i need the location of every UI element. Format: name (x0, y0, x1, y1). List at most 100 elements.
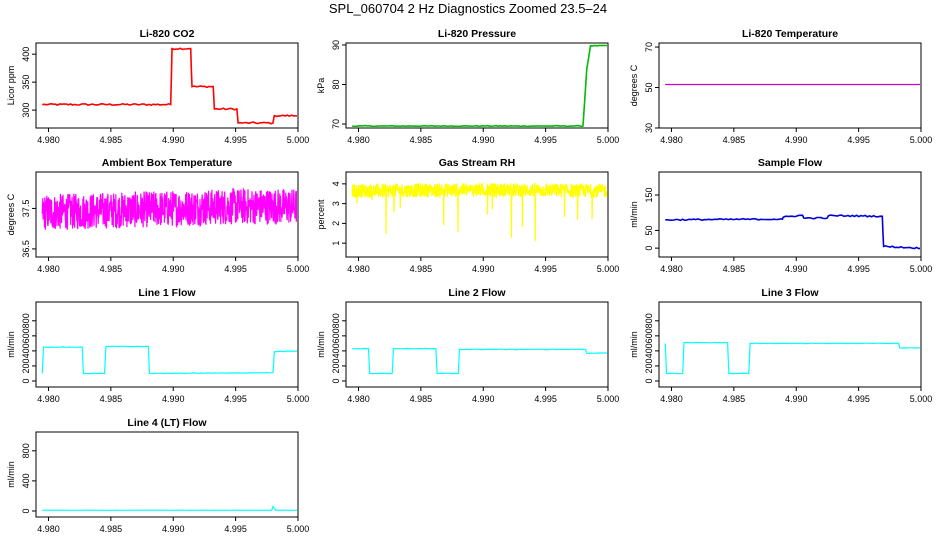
x-tick-label: 4.985 (410, 264, 433, 274)
chart-title: Line 3 Flow (761, 287, 819, 299)
y-tick-label: 0 (21, 378, 31, 383)
plot-frame (35, 42, 299, 129)
y-axis-label: degrees C (6, 193, 16, 235)
chart-8: Line 2 Flow 4.980 4.985 4.990 4.995 5.000 0 200… (316, 287, 619, 404)
y-tick-label: 30 (644, 123, 654, 133)
data-series-line (352, 347, 607, 375)
y-tick-label: 2 (331, 221, 341, 226)
y-tick-label: 0 (644, 378, 654, 383)
y-tick-label: 3 (331, 201, 341, 206)
y-axis-label: ml/min (629, 201, 639, 228)
y-axis-label: Licor ppm (6, 66, 16, 106)
x-tick-label: 4.995 (224, 264, 247, 274)
y-tick-label: 800 (21, 443, 31, 458)
x-tick-label: 4.980 (347, 264, 370, 274)
y-tick-label: 37.5 (21, 200, 31, 218)
chart-title: Li-820 Temperature (742, 28, 838, 40)
y-tick-label: 200 (21, 358, 31, 373)
y-tick-label: 70 (331, 119, 341, 129)
x-tick-label: 5.000 (910, 135, 933, 145)
plot-frame (658, 301, 922, 388)
x-tick-label: 4.980 (37, 394, 60, 404)
x-tick-label: 5.000 (597, 394, 620, 404)
plot-frame (345, 42, 609, 129)
x-tick-label: 4.980 (660, 264, 683, 274)
x-tick-label: 4.985 (100, 524, 123, 534)
data-series-line (41, 345, 297, 375)
y-tick-label: 0 (644, 246, 654, 251)
x-tick-label: 4.980 (660, 135, 683, 145)
x-tick-label: 4.995 (224, 394, 247, 404)
y-axis-label: ml/min (6, 331, 16, 358)
x-tick-label: 4.990 (162, 264, 185, 274)
x-tick-label: 5.000 (597, 264, 620, 274)
x-tick-label: 4.990 (472, 264, 495, 274)
x-tick-label: 4.985 (723, 394, 746, 404)
chart-4: Ambient Box Temperature 4.980 4.985 4.990 4.… (6, 157, 309, 274)
y-tick-label: 90 (331, 40, 341, 50)
y-tick-label: 200 (331, 358, 341, 373)
chart-title: Gas Stream RH (439, 157, 515, 169)
x-tick-label: 5.000 (287, 394, 310, 404)
x-tick-label: 4.980 (37, 135, 60, 145)
y-tick-label: 200 (644, 358, 654, 373)
y-tick-label: 400 (644, 343, 654, 358)
figure-title: SPL_060704 2 Hz Diagnostics Zoomed 23.5–… (328, 1, 608, 16)
y-axis-label: ml/min (6, 461, 16, 488)
x-tick-label: 4.995 (534, 135, 557, 145)
y-tick-label: 600 (644, 328, 654, 343)
data-series-line (664, 341, 920, 375)
data-series-line (351, 182, 607, 242)
x-tick-label: 4.980 (660, 394, 683, 404)
chart-2: Li-820 Pressure 4.980 4.985 4.990 4.995 5.000… (316, 28, 619, 145)
y-tick-label: 800 (331, 313, 341, 328)
y-tick-label: 400 (21, 473, 31, 488)
x-tick-label: 4.995 (534, 394, 557, 404)
x-tick-label: 4.995 (847, 394, 870, 404)
x-tick-label: 4.980 (37, 524, 60, 534)
plot-frame (35, 171, 299, 258)
y-tick-label: 300 (21, 103, 31, 118)
x-tick-label: 4.990 (162, 394, 185, 404)
x-tick-label: 4.995 (224, 135, 247, 145)
y-tick-label: 150 (644, 188, 654, 203)
data-series-line (665, 214, 920, 250)
y-tick-label: 400 (21, 343, 31, 358)
x-tick-label: 4.990 (162, 135, 185, 145)
x-tick-label: 5.000 (910, 394, 933, 404)
chart-title: Li-820 CO2 (140, 28, 195, 40)
y-tick-label: 50 (644, 83, 654, 93)
plot-frame (658, 171, 922, 258)
chart-title: Line 1 Flow (138, 287, 196, 299)
chart-1: Li-820 CO2 4.980 4.985 4.990 4.995 5.000 300 35… (6, 28, 309, 145)
y-axis-label: ml/min (316, 331, 326, 358)
chart-3: Li-820 Temperature 4.980 4.985 4.990 4.995 5.… (629, 28, 932, 145)
x-tick-label: 4.985 (410, 135, 433, 145)
y-tick-label: 50 (644, 225, 654, 235)
chart-6: Sample Flow 4.980 4.985 4.990 4.995 5.000 0 50 1… (629, 157, 932, 274)
x-tick-label: 4.995 (847, 264, 870, 274)
x-tick-label: 4.990 (472, 135, 495, 145)
x-tick-label: 4.990 (785, 135, 808, 145)
chart-7: Line 1 Flow 4.980 4.985 4.990 4.995 5.000 0 200… (6, 287, 309, 404)
chart-title: Line 4 (LT) Flow (127, 417, 207, 429)
x-tick-label: 4.980 (37, 264, 60, 274)
y-tick-label: 0 (331, 378, 341, 383)
x-tick-label: 4.985 (410, 394, 433, 404)
x-tick-label: 5.000 (910, 264, 933, 274)
x-tick-label: 4.980 (347, 135, 370, 145)
y-tick-label: 4 (331, 181, 341, 186)
x-tick-label: 4.985 (100, 135, 123, 145)
plot-frame (345, 171, 609, 258)
data-series-line (41, 187, 297, 230)
chart-10: Line 4 (LT) Flow 4.980 4.985 4.990 4.995 5.00… (6, 417, 309, 534)
chart-9: Line 3 Flow 4.980 4.985 4.990 4.995 5.000 0 200… (629, 287, 932, 404)
x-tick-label: 4.995 (847, 135, 870, 145)
y-axis-label: kPa (316, 78, 326, 94)
plot-frame (35, 301, 299, 388)
data-series-line (352, 44, 607, 127)
y-tick-label: 400 (331, 343, 341, 358)
y-tick-label: 0 (21, 508, 31, 513)
x-tick-label: 4.985 (100, 264, 123, 274)
